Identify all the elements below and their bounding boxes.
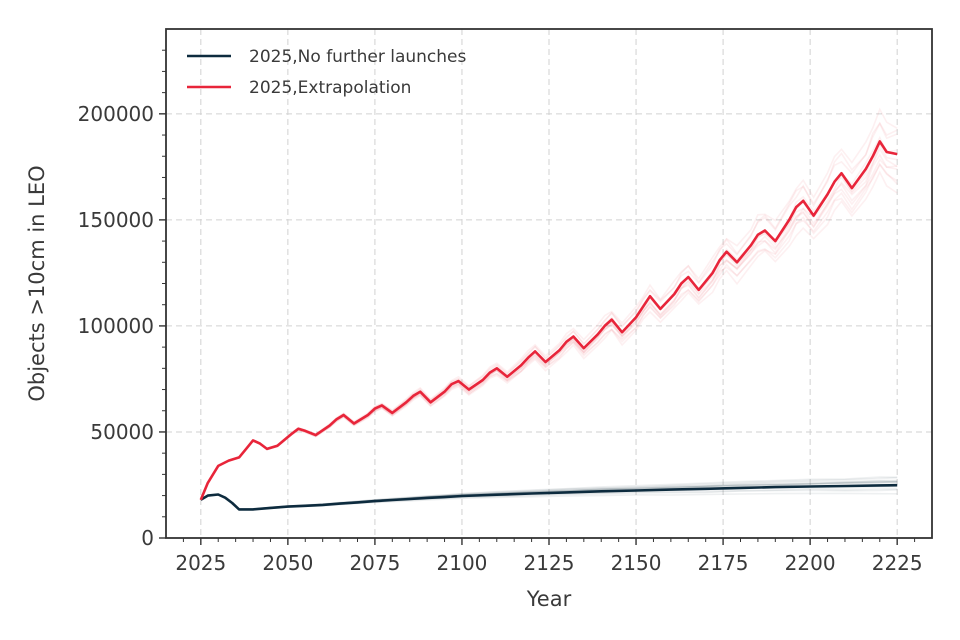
legend-label-no-further-launches: 2025,No further launches bbox=[249, 47, 466, 67]
y-tick-label: 200000 bbox=[78, 102, 154, 126]
x-axis-label: Year bbox=[526, 587, 572, 611]
x-tick-label: 2175 bbox=[698, 551, 749, 575]
x-tick-label: 2025 bbox=[175, 551, 226, 575]
ensemble-member bbox=[200, 170, 898, 501]
series-lines bbox=[199, 140, 898, 511]
x-axis-ticks: 2025 2050 2075 2100 2125 2150 2175 2200 2225 bbox=[175, 538, 923, 575]
y-tick-label: 0 bbox=[141, 526, 154, 550]
grid bbox=[166, 29, 932, 539]
series-line bbox=[200, 483, 898, 511]
x-tick-label: 2100 bbox=[437, 551, 488, 575]
y-tick-label: 50000 bbox=[90, 420, 154, 444]
ensemble-member bbox=[200, 153, 898, 501]
y-axis-ticks: 0 50000 100000 150000 200000 bbox=[78, 49, 166, 550]
x-tick-label: 2150 bbox=[611, 551, 662, 575]
legend-label-extrapolation: 2025,Extrapolation bbox=[249, 78, 411, 98]
x-tick-label: 2200 bbox=[785, 551, 836, 575]
y-tick-label: 150000 bbox=[78, 208, 154, 232]
series-line bbox=[199, 140, 898, 501]
y-axis-label: Objects >10cm in LEO bbox=[25, 165, 49, 401]
y-tick-label: 100000 bbox=[78, 314, 154, 338]
legend: 2025,No further launches 2025,Extrapolat… bbox=[187, 47, 466, 98]
x-tick-label: 2125 bbox=[524, 551, 575, 575]
x-tick-label: 2225 bbox=[872, 551, 923, 575]
x-tick-label: 2075 bbox=[349, 551, 400, 575]
x-tick-label: 2050 bbox=[262, 551, 313, 575]
